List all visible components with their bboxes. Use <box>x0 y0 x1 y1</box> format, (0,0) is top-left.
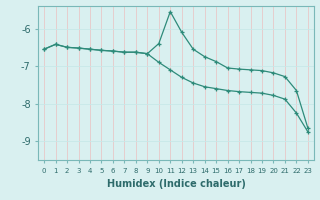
X-axis label: Humidex (Indice chaleur): Humidex (Indice chaleur) <box>107 179 245 189</box>
